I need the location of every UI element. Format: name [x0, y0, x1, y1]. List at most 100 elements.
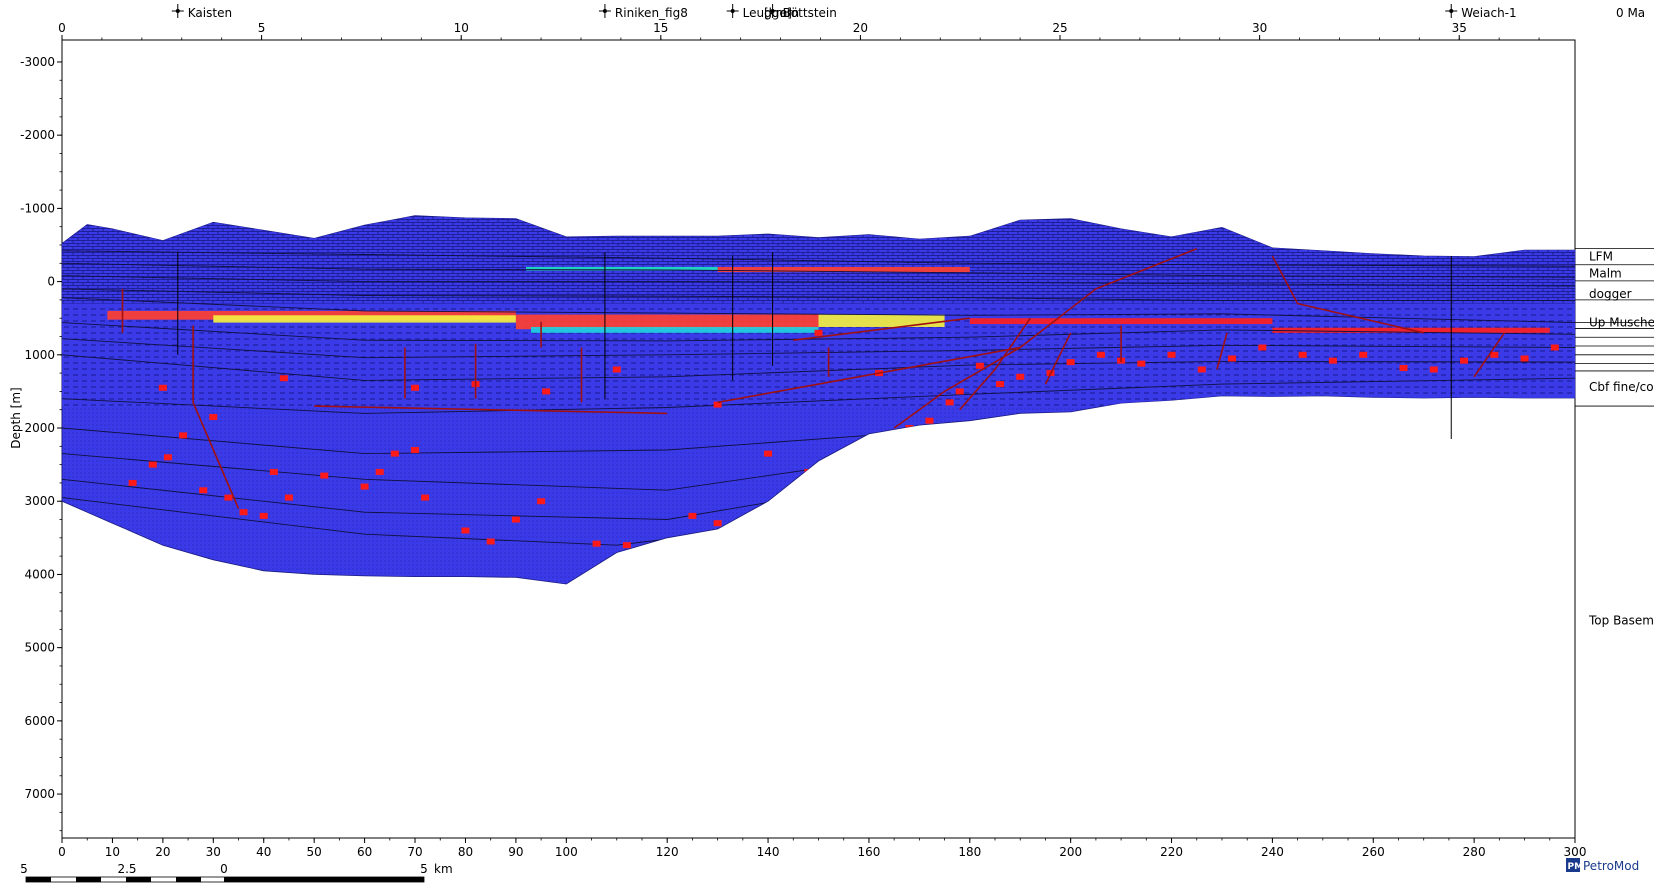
scale-label-left: 5 [20, 862, 28, 876]
horizon-line [62, 338, 1575, 359]
logo-mark: PM [1568, 862, 1584, 872]
x-top-tick-label: 10 [454, 21, 469, 35]
fault-line [192, 325, 240, 509]
scale-unit: km [434, 862, 453, 876]
x-bottom-tick-label: 220 [1160, 845, 1183, 859]
horizon-line [62, 297, 1575, 324]
x-bottom-tick-label: 70 [407, 845, 422, 859]
hc-spot [592, 540, 601, 547]
hc-spot [1399, 364, 1408, 371]
hc-spot [128, 479, 137, 486]
hc-spot [179, 432, 188, 439]
y-tick-label: 5000 [24, 641, 55, 655]
horizon-line [62, 322, 1575, 342]
x-bottom-tick-label: 280 [1463, 845, 1486, 859]
layer-label: dogger [1589, 287, 1632, 301]
scale-bar: 5 2.5 0 5 km [20, 862, 453, 883]
hc-spot [1520, 355, 1529, 362]
y-tick-label: -3000 [20, 55, 55, 69]
hc-spot [390, 450, 399, 457]
x-bottom-tick-label: 60 [357, 845, 372, 859]
fault-line [314, 405, 668, 415]
layer-label: Malm [1589, 267, 1622, 281]
hc-spot [1016, 373, 1025, 380]
distance-axis-top: 0 5 10 15 20 25 30 35 [58, 21, 1540, 40]
x-bottom-tick-label: 50 [307, 845, 322, 859]
hc-band [818, 314, 945, 327]
hc-spot [1096, 351, 1105, 358]
hc-spot [209, 414, 218, 421]
hc-spot [284, 494, 293, 501]
hc-spot [1298, 351, 1307, 358]
horizon-line [62, 453, 869, 491]
fault-line [793, 317, 970, 341]
hc-spot [1460, 357, 1469, 364]
hc-spot [1550, 344, 1559, 351]
x-top-tick-label: 0 [58, 21, 66, 35]
hc-spot [688, 512, 697, 519]
x-bottom-tick-label: 260 [1362, 845, 1385, 859]
logo-text: PetroMod [1583, 859, 1639, 873]
hc-spot [955, 388, 964, 395]
horizon-line [62, 262, 1575, 278]
y-tick-label: -2000 [20, 128, 55, 142]
x-bottom-tick-label: 300 [1564, 845, 1587, 859]
well-traces [177, 252, 1452, 439]
hc-spot [814, 329, 823, 336]
fault-line [959, 317, 1031, 411]
hc-spot [1197, 366, 1206, 373]
horizon-line [62, 275, 1575, 287]
fault-lines [121, 247, 1506, 509]
hc-spot [1429, 366, 1438, 373]
hc-spot [975, 362, 984, 369]
hc-spot [411, 384, 420, 391]
horizon-lines [62, 250, 1575, 546]
hc-spot [925, 417, 934, 424]
hc-spot [1167, 351, 1176, 358]
x-bottom-tick-label: 40 [256, 845, 271, 859]
hc-spot [1359, 351, 1368, 358]
hc-spot [199, 487, 208, 494]
hc-spot [764, 450, 773, 457]
layer-label: Top Baseme [1588, 614, 1654, 628]
well-name: Weiach-1 [1461, 6, 1516, 20]
x-bottom-tick-label: 20 [155, 845, 170, 859]
x-top-tick-label: 30 [1252, 21, 1267, 35]
x-top-tick-label: 35 [1452, 21, 1467, 35]
hc-spot [224, 494, 233, 501]
x-top-tick-label: 15 [653, 21, 668, 35]
hc-spot [1328, 357, 1337, 364]
fault-line [1271, 255, 1424, 334]
y-tick-label: 3000 [24, 494, 55, 508]
petromod-logo: PM PetroMod [1566, 858, 1639, 873]
y-tick-label: 4000 [24, 567, 55, 581]
x-bottom-tick-label: 30 [206, 845, 221, 859]
hc-spot [1066, 359, 1075, 366]
hc-band [107, 310, 516, 320]
hc-spot [375, 468, 384, 475]
x-bottom-tick-label: 140 [757, 845, 780, 859]
hc-band [213, 315, 516, 323]
hc-spot [537, 498, 546, 505]
time-label: 0 Ma [1616, 6, 1645, 20]
layer-label: Cbf fine/coa [1589, 380, 1654, 394]
distance-axis-bottom: 0 10 20 30 40 50 60 70 80 90 100 120 140 160 180 200 220… [58, 838, 1586, 859]
hc-band [515, 314, 819, 330]
y-tick-label: 6000 [24, 714, 55, 728]
hc-spot [461, 527, 470, 534]
hc-spot [279, 375, 288, 382]
x-bottom-tick-label: 120 [656, 845, 679, 859]
x-top-tick-label: 5 [258, 21, 266, 35]
hc-spot [163, 454, 172, 461]
hc-spot [259, 512, 268, 519]
hc-spot [148, 461, 157, 468]
horizon-line [62, 478, 819, 520]
y-tick-label: -1000 [20, 201, 55, 215]
well-name: Leuggern [743, 6, 799, 20]
x-top-tick-label: 20 [853, 21, 868, 35]
x-bottom-tick-label: 180 [958, 845, 981, 859]
y-tick-label: 1000 [24, 348, 55, 362]
hc-band [525, 266, 718, 271]
y-tick-label: 7000 [24, 787, 55, 801]
